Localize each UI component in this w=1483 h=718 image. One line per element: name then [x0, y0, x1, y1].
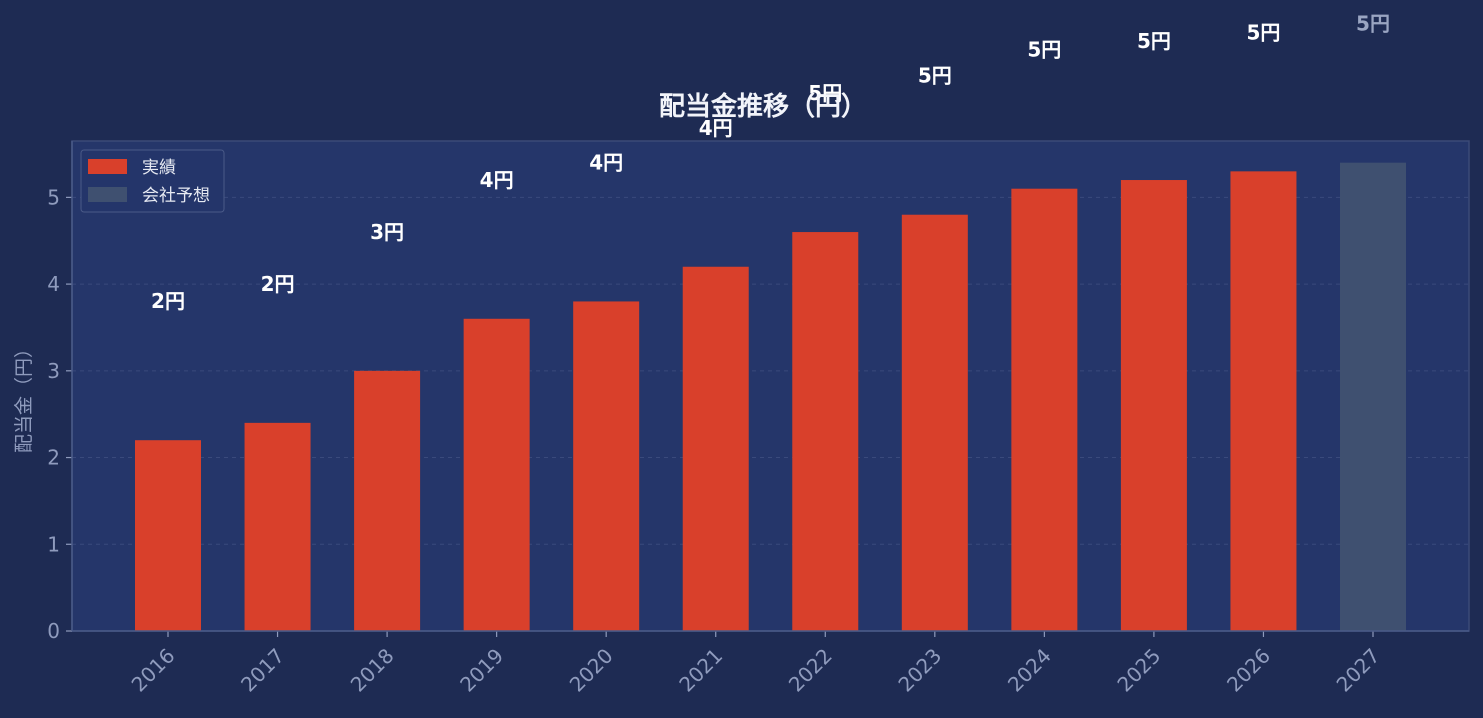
- y-axis: 0 1 2 3 4 5: [47, 141, 73, 643]
- bar-2016: [135, 440, 201, 631]
- y-tick-label: 2: [47, 446, 60, 470]
- data-label-2018: 3円: [370, 220, 404, 244]
- data-label-2027: 5円: [1356, 12, 1390, 36]
- x-tick-label: 2019: [455, 644, 508, 697]
- x-tick-label: 2023: [893, 644, 946, 697]
- x-tick-label: 2020: [565, 644, 618, 697]
- x-tick-label: 2021: [674, 644, 727, 697]
- x-tick-label: 2027: [1332, 644, 1385, 697]
- bar-2022: [792, 232, 859, 631]
- data-label-2023: 5円: [918, 64, 952, 88]
- x-tick-label: 2026: [1222, 644, 1275, 697]
- data-labels: 2円 2円 3円 4円 4円 4円 5円 5円 5円 5円 5円 5円: [151, 12, 1390, 314]
- bar-2027: [1340, 162, 1406, 632]
- x-tick-label: 2018: [346, 644, 399, 697]
- bar-2017: [244, 422, 311, 631]
- bar-2024: [1011, 188, 1078, 632]
- data-label-2021: 4円: [699, 116, 733, 140]
- bar-2019: [463, 318, 530, 631]
- data-label-2020: 4円: [589, 150, 623, 174]
- legend: 実績 会社予想: [80, 149, 225, 213]
- bars: [135, 162, 1406, 632]
- x-tick-label: 2024: [1003, 644, 1056, 697]
- x-axis: 2016 2017 2018 2019 2020 2021 2022 2023 2024 2025…: [72, 630, 1469, 697]
- y-tick-label: 0: [47, 619, 60, 643]
- bar-2018: [354, 370, 421, 631]
- legend-swatch-forecast: [88, 187, 127, 202]
- data-label-2022: 5円: [808, 81, 842, 105]
- y-tick-label: 3: [47, 359, 60, 383]
- x-tick-label: 2017: [236, 644, 289, 697]
- bar-2020: [573, 301, 640, 631]
- bar-2025: [1120, 180, 1187, 631]
- x-tick-label: 2016: [127, 644, 180, 697]
- data-label-2017: 2円: [261, 272, 295, 296]
- x-tick-label: 2025: [1112, 644, 1165, 697]
- data-label-2024: 5円: [1027, 38, 1061, 62]
- x-tick-label: 2022: [784, 644, 837, 697]
- bar-2023: [901, 214, 968, 632]
- y-tick-label: 1: [47, 532, 60, 556]
- legend-label-forecast: 会社予想: [142, 186, 210, 206]
- data-label-2019: 4円: [480, 168, 514, 192]
- y-tick-label: 4: [47, 272, 60, 296]
- y-tick-label: 5: [47, 185, 60, 209]
- data-label-2016: 2円: [151, 289, 185, 313]
- legend-label-actual: 実績: [142, 158, 176, 178]
- chart-title: 配当金推移（円）: [659, 91, 867, 122]
- data-label-2025: 5円: [1137, 29, 1171, 53]
- data-label-2026: 5円: [1246, 20, 1280, 44]
- y-axis-label: 配当金（円）: [13, 339, 35, 453]
- bar-2021: [682, 266, 749, 631]
- bar-2026: [1230, 171, 1297, 631]
- legend-swatch-actual: [88, 159, 127, 174]
